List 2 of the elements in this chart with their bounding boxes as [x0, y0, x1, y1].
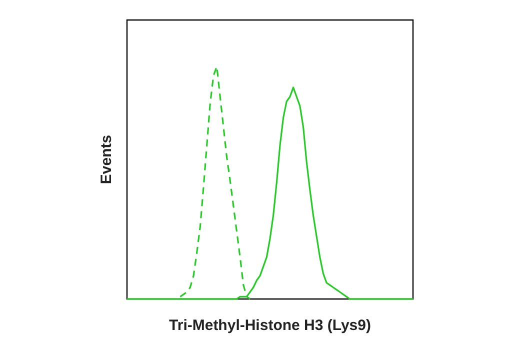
x-axis-title: Tri-Methyl-Histone H3 (Lys9)	[169, 317, 371, 334]
y-axis-title: Events	[98, 134, 116, 184]
